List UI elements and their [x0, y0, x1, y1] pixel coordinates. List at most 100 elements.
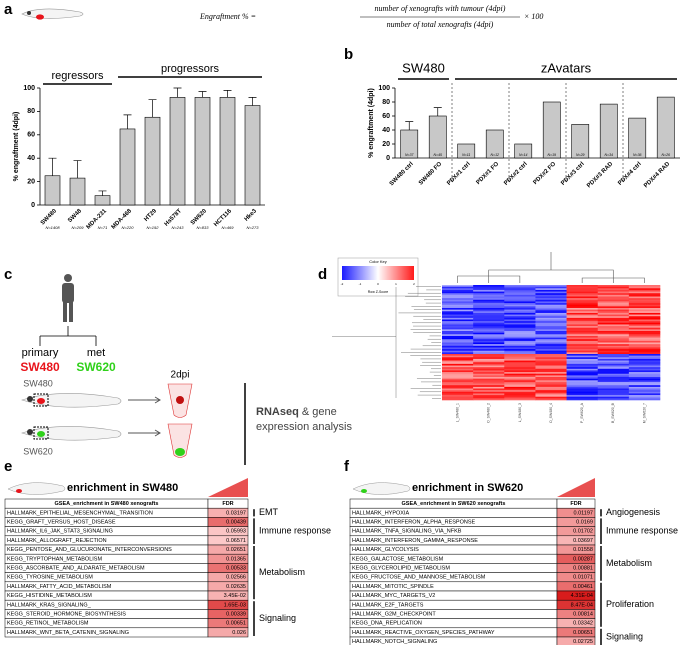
- panel-label: c: [4, 266, 12, 283]
- error-bar: [73, 160, 82, 179]
- panel-label: a: [4, 1, 13, 18]
- heatmap-cell: [566, 381, 599, 384]
- heatmap-cell: [628, 332, 661, 335]
- heatmap-cell: [597, 312, 630, 315]
- n-label: N=220: [122, 225, 135, 230]
- heatmap-cell: [597, 294, 630, 297]
- heatmap-cell: [566, 322, 599, 325]
- heatmap-cell: [504, 360, 536, 363]
- tumour-icon: [361, 489, 367, 493]
- heatmap-cell: [473, 362, 505, 365]
- heatmap-cell: [628, 372, 661, 375]
- heatmap-cell: [473, 306, 505, 309]
- heatmap-cell: [473, 355, 505, 358]
- heatmap-cell: [597, 306, 630, 309]
- y-tick-label: 0: [386, 155, 390, 162]
- heatmap-cell: [566, 332, 599, 335]
- heatmap-cell: [597, 347, 630, 350]
- heatmap-cell: [628, 373, 661, 376]
- heatmap-cell: [504, 293, 536, 296]
- group-label: EMT: [259, 507, 279, 517]
- heatmap-cell: [628, 321, 661, 324]
- heatmap-cell: [597, 344, 630, 347]
- fdr-value: 0.03697: [573, 538, 593, 544]
- formula-lhs: Engraftment % =: [199, 12, 256, 21]
- heatmap-cell: [473, 304, 505, 307]
- heatmap-cell: [504, 375, 536, 378]
- heatmap-cell: [442, 285, 474, 287]
- heatmap-cell: [597, 395, 630, 398]
- heatmap-cell: [566, 377, 599, 379]
- heatmap-cell: [566, 306, 599, 309]
- heatmap-cell: [566, 349, 599, 352]
- heatmap-cell: [504, 314, 536, 317]
- fdr-value: 0.00461: [573, 584, 593, 590]
- heatmap-cell: [535, 289, 567, 292]
- heatmap-cell: [566, 331, 599, 333]
- heatmap-cell: [628, 354, 661, 356]
- heatmap-cell: [628, 368, 661, 371]
- heatmap-cell: [597, 332, 630, 335]
- fdr-value: 0.02651: [226, 547, 246, 553]
- heatmap-cell: [442, 380, 474, 383]
- error-bar: [405, 121, 414, 130]
- sample-label: L_SW480_1: [455, 403, 459, 422]
- gene-set: HALLMARK_HYPOXIA: [352, 510, 409, 516]
- heatmap-cell: [442, 327, 474, 330]
- fish-icon: [7, 482, 66, 495]
- heatmap-cell: [504, 317, 536, 320]
- header-text: FDR: [570, 501, 581, 507]
- bar: [656, 96, 675, 159]
- heatmap-cell: [566, 352, 599, 355]
- heatmap-cell: [535, 354, 567, 356]
- color-key-tick: -2: [341, 282, 344, 286]
- met-line: SW620: [76, 360, 116, 374]
- heatmap-cell: [473, 285, 505, 287]
- formula-rhs: × 100: [524, 12, 543, 21]
- heatmap-cell: [597, 352, 630, 355]
- heatmap-cell: [473, 383, 505, 386]
- heatmap-cell: [535, 375, 567, 378]
- heatmap-cell: [473, 357, 505, 360]
- heatmap-cell: [566, 298, 599, 301]
- heatmap-cell: [504, 365, 536, 368]
- heatmap-cell: [473, 350, 505, 353]
- heatmap-cell: [566, 303, 599, 306]
- heatmap-cell: [535, 335, 567, 338]
- error-bar: [433, 107, 442, 116]
- heatmap-cell: [473, 393, 505, 396]
- group-label: Immune response: [259, 526, 331, 536]
- heatmap-cell: [628, 331, 661, 333]
- heatmap-cell: [442, 347, 474, 350]
- heatmap-cell: [628, 340, 661, 343]
- heatmap-cell: [473, 326, 505, 329]
- heatmap-cell: [442, 299, 474, 302]
- gene-set: KEGG_PENTOSE_AND_GLUCURONATE_INTERCONVER…: [7, 547, 172, 553]
- heatmap-cell: [535, 378, 567, 381]
- heatmap-cell: [473, 298, 505, 301]
- heatmap-cell: [473, 363, 505, 366]
- heatmap-cell: [566, 362, 599, 365]
- heatmap-cell: [597, 340, 630, 343]
- bar: [119, 128, 136, 206]
- heatmap-cell: [597, 322, 630, 325]
- gene-set: HALLMARK_IL6_JAK_STAT3_SIGNALING: [7, 529, 113, 535]
- heatmap-cell: [597, 370, 630, 373]
- heatmap-cell: [535, 334, 567, 337]
- bar: [44, 175, 61, 206]
- gene-set: HALLMARK_MITOTIC_SPINDLE: [352, 584, 434, 590]
- fdr-value: 0.02725: [573, 639, 593, 645]
- error-bar: [98, 190, 107, 196]
- heatmap-cell: [504, 327, 536, 330]
- heatmap-cell: [628, 285, 661, 287]
- heatmap-cell: [473, 335, 505, 338]
- n-label: N=71: [98, 225, 108, 230]
- heatmap-cell: [504, 316, 536, 319]
- heatmap-cell: [473, 368, 505, 371]
- heatmap-cell: [597, 345, 630, 348]
- gene-set: HALLMARK_KRAS_SIGNALING_: [7, 602, 92, 608]
- person-icon: [62, 274, 74, 322]
- gene-set: HALLMARK_FATTY_ACID_METABOLISM: [7, 584, 112, 590]
- heatmap-cell: [597, 385, 630, 388]
